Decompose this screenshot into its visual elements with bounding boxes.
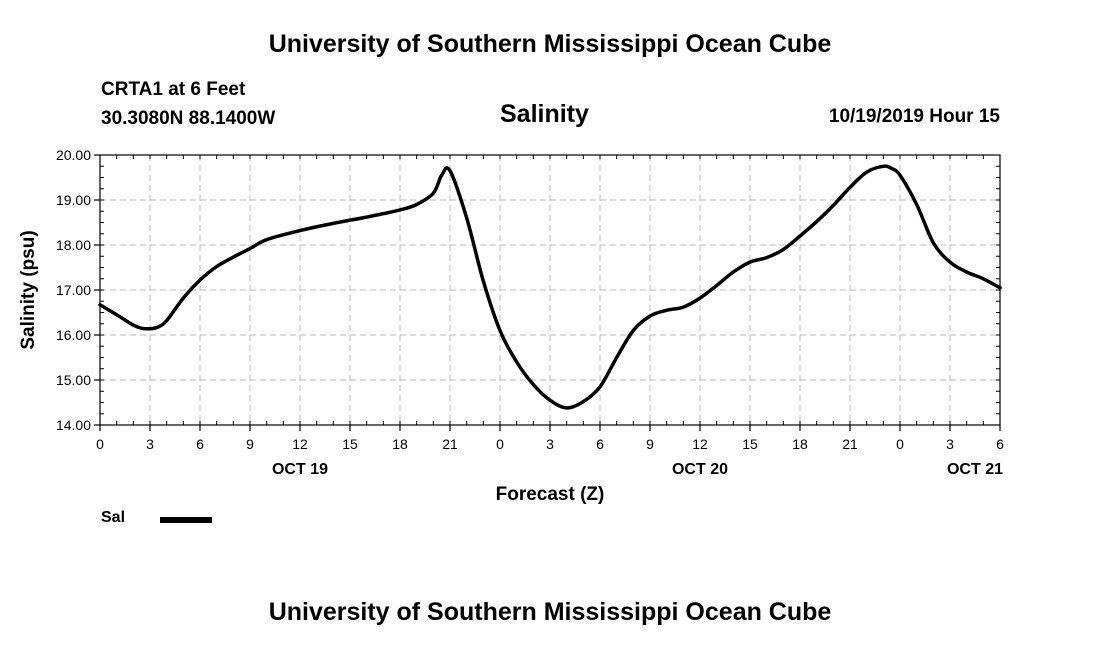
x-tick-label: 3: [546, 436, 554, 452]
x-tick-label: 18: [392, 436, 408, 452]
salinity-series-line: [98, 164, 1002, 410]
x-tick-label: 6: [196, 436, 204, 452]
y-tick-label: 14.00: [56, 417, 91, 433]
y-tick-label: 16.00: [56, 327, 91, 343]
chart-title: Salinity: [500, 100, 589, 128]
footer-org-title: University of Southern Mississippi Ocean…: [268, 598, 832, 626]
x-tick-label: 0: [896, 436, 904, 452]
y-tick-label: 15.00: [56, 372, 91, 388]
station-coords: 30.3080N 88.1400W: [101, 107, 276, 129]
issue-time: 10/19/2019 Hour 15: [828, 106, 1000, 127]
y-tick-label: 20.00: [56, 147, 91, 163]
x-tick-labels: 0 3 6 9 12 15 18 21 0 3 6 9 12 15 18 21 0 3 6: [96, 436, 1004, 452]
date-labels: OCT 19 OCT 20 OCT 21: [272, 461, 1003, 478]
legend-swatch: [160, 517, 212, 523]
x-tick-label: 15: [742, 436, 758, 452]
x-axis-title: Forecast (Z): [496, 484, 605, 505]
y-tick-label: 17.00: [56, 282, 91, 298]
x-tick-label: 21: [442, 436, 458, 452]
x-tick-label: 18: [792, 436, 808, 452]
y-tick-label: 18.00: [56, 237, 91, 253]
x-tick-label: 12: [692, 436, 708, 452]
x-tick-label: 21: [842, 436, 858, 452]
y-tick-label: 19.00: [56, 192, 91, 208]
x-tick-label: 3: [946, 436, 954, 452]
x-tick-label: 6: [596, 436, 604, 452]
org-title: University of Southern Mississippi Ocean…: [268, 30, 832, 58]
y-axis-title: Salinity (psu): [18, 230, 39, 349]
x-tick-label: 0: [496, 436, 504, 452]
grid-lines: [99, 154, 1001, 426]
x-tick-label: 3: [146, 436, 154, 452]
x-tick-label: 9: [246, 436, 254, 452]
station-name: CRTA1 at 6 Feet: [101, 79, 246, 100]
station-info: CRTA1 at 6 Feet 30.3080N 88.1400W: [101, 76, 275, 133]
date-label: OCT 21: [947, 461, 1003, 478]
y-tick-labels: 14.00 15.00 16.00 17.00 18.00 19.00 20.00: [56, 147, 91, 433]
legend-label: Sal: [101, 509, 126, 526]
x-tick-label: 9: [646, 436, 654, 452]
x-tick-label: 6: [996, 436, 1004, 452]
date-label: OCT 20: [672, 461, 728, 478]
x-tick-label: 12: [292, 436, 308, 452]
date-label: OCT 19: [272, 461, 328, 478]
x-tick-label: 15: [342, 436, 358, 452]
x-tick-label: 0: [96, 436, 104, 452]
axis-ticks: [94, 154, 1001, 431]
